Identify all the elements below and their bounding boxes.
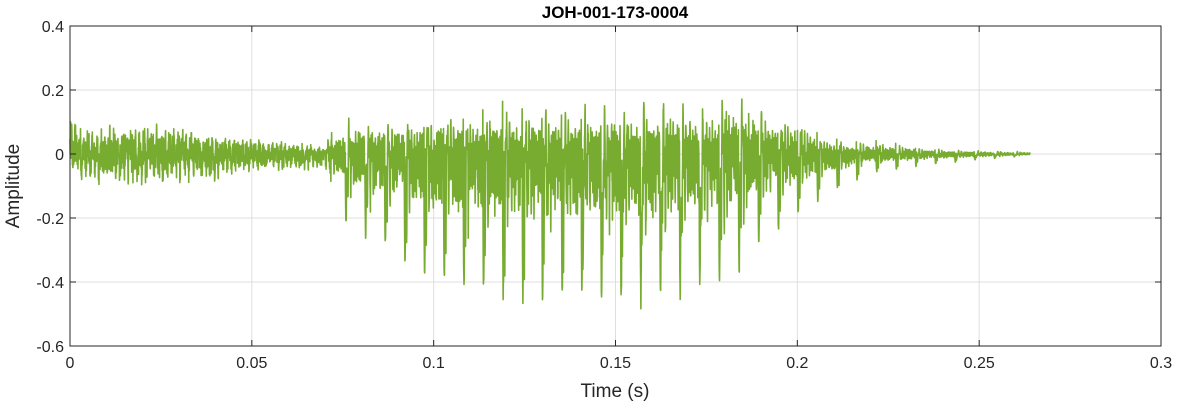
x-tick-label: 0.1 xyxy=(423,355,445,372)
x-tick-label: 0.25 xyxy=(964,355,995,372)
y-axis: 0.4 0.2 0 -0.2 -0.4 -0.6 xyxy=(36,19,1161,356)
x-axis-label: Time (s) xyxy=(581,381,650,402)
series-layer xyxy=(69,98,1031,310)
x-tick-label: 0.2 xyxy=(786,355,808,372)
y-tick-label: -0.2 xyxy=(36,211,64,228)
y-tick-label: 0 xyxy=(55,147,64,164)
y-axis-label: Amplitude xyxy=(3,144,24,229)
x-tick-label: 0 xyxy=(66,355,75,372)
x-tick-label: 0.05 xyxy=(236,355,267,372)
y-tick-label: 0.4 xyxy=(42,19,64,36)
chart-title: JOH-001-173-0004 xyxy=(542,3,689,22)
x-tick-label: 0.15 xyxy=(600,355,631,372)
x-axis: 0 0.05 0.1 0.15 0.2 0.25 0.3 xyxy=(66,26,1172,372)
x-tick-label: 0.3 xyxy=(1150,355,1172,372)
waveform-series-line xyxy=(69,98,1031,310)
y-tick-label: -0.4 xyxy=(36,275,64,292)
y-tick-label: -0.6 xyxy=(36,339,64,356)
y-tick-label: 0.2 xyxy=(42,83,64,100)
